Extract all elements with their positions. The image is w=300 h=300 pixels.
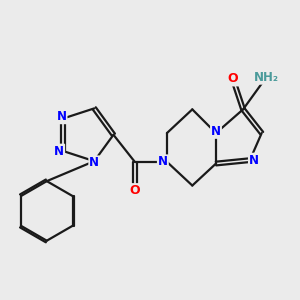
Text: N: N xyxy=(211,125,221,138)
Text: N: N xyxy=(54,145,64,158)
Text: N: N xyxy=(57,110,67,123)
Text: NH₂: NH₂ xyxy=(254,71,279,84)
Text: O: O xyxy=(228,72,238,86)
Text: N: N xyxy=(158,155,168,168)
Text: N: N xyxy=(249,154,259,167)
Text: N: N xyxy=(89,156,99,170)
Text: O: O xyxy=(130,184,140,197)
